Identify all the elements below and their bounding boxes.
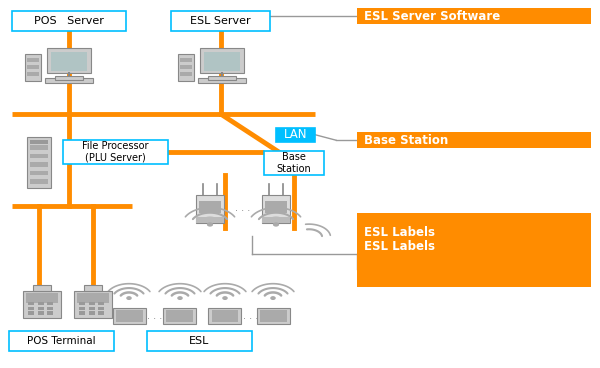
FancyBboxPatch shape xyxy=(357,8,591,24)
FancyBboxPatch shape xyxy=(262,195,290,223)
FancyBboxPatch shape xyxy=(180,58,192,62)
FancyBboxPatch shape xyxy=(260,310,287,322)
FancyBboxPatch shape xyxy=(276,128,315,142)
FancyBboxPatch shape xyxy=(357,213,591,287)
Text: ESL Labels: ESL Labels xyxy=(364,226,435,239)
FancyBboxPatch shape xyxy=(178,54,194,81)
FancyBboxPatch shape xyxy=(28,307,34,310)
FancyBboxPatch shape xyxy=(180,72,192,76)
FancyBboxPatch shape xyxy=(199,78,245,83)
FancyBboxPatch shape xyxy=(63,140,168,164)
Circle shape xyxy=(223,297,227,299)
FancyBboxPatch shape xyxy=(79,302,85,305)
FancyBboxPatch shape xyxy=(47,307,53,310)
FancyBboxPatch shape xyxy=(29,145,49,150)
FancyBboxPatch shape xyxy=(115,310,143,322)
FancyBboxPatch shape xyxy=(171,11,270,31)
FancyBboxPatch shape xyxy=(77,293,109,303)
FancyBboxPatch shape xyxy=(199,201,221,213)
Text: LAN: LAN xyxy=(284,128,307,141)
FancyBboxPatch shape xyxy=(113,308,146,324)
FancyBboxPatch shape xyxy=(163,308,196,324)
FancyBboxPatch shape xyxy=(209,308,241,324)
Circle shape xyxy=(271,297,275,299)
FancyBboxPatch shape xyxy=(147,331,252,351)
Circle shape xyxy=(208,223,212,226)
Text: Base Station: Base Station xyxy=(364,134,448,147)
Text: File Processor
(PLU Server): File Processor (PLU Server) xyxy=(82,141,149,163)
FancyBboxPatch shape xyxy=(9,331,114,351)
FancyBboxPatch shape xyxy=(166,310,193,322)
FancyBboxPatch shape xyxy=(26,293,58,303)
FancyBboxPatch shape xyxy=(257,308,290,324)
Text: ESL Server: ESL Server xyxy=(190,16,251,26)
FancyBboxPatch shape xyxy=(264,151,324,175)
FancyBboxPatch shape xyxy=(79,311,85,315)
FancyBboxPatch shape xyxy=(38,307,44,310)
FancyBboxPatch shape xyxy=(38,302,44,305)
FancyBboxPatch shape xyxy=(23,291,61,318)
Text: . . .: . . . xyxy=(147,311,163,322)
FancyBboxPatch shape xyxy=(196,195,224,223)
FancyBboxPatch shape xyxy=(27,72,39,76)
FancyBboxPatch shape xyxy=(98,307,104,310)
Circle shape xyxy=(127,297,131,299)
FancyBboxPatch shape xyxy=(46,78,92,83)
FancyBboxPatch shape xyxy=(79,307,85,310)
FancyBboxPatch shape xyxy=(27,137,51,188)
FancyBboxPatch shape xyxy=(29,140,49,144)
FancyBboxPatch shape xyxy=(357,132,591,148)
FancyBboxPatch shape xyxy=(180,65,192,69)
Text: POS   Server: POS Server xyxy=(34,16,104,26)
FancyBboxPatch shape xyxy=(89,307,95,310)
FancyBboxPatch shape xyxy=(27,65,39,69)
FancyBboxPatch shape xyxy=(27,58,39,62)
FancyBboxPatch shape xyxy=(33,285,51,291)
FancyBboxPatch shape xyxy=(29,154,49,158)
FancyBboxPatch shape xyxy=(262,217,290,223)
FancyBboxPatch shape xyxy=(98,311,104,315)
FancyBboxPatch shape xyxy=(89,311,95,315)
FancyBboxPatch shape xyxy=(74,291,112,318)
FancyBboxPatch shape xyxy=(29,162,49,167)
FancyBboxPatch shape xyxy=(12,11,126,31)
FancyBboxPatch shape xyxy=(47,311,53,315)
FancyBboxPatch shape xyxy=(29,171,49,175)
Text: . . .: . . . xyxy=(243,311,259,322)
FancyBboxPatch shape xyxy=(38,311,44,315)
FancyBboxPatch shape xyxy=(84,285,102,291)
FancyBboxPatch shape xyxy=(265,201,287,213)
FancyBboxPatch shape xyxy=(196,217,224,223)
FancyBboxPatch shape xyxy=(25,54,41,81)
Text: ESL Labels: ESL Labels xyxy=(364,240,435,253)
Text: . . .: . . . xyxy=(235,203,251,213)
FancyBboxPatch shape xyxy=(28,302,34,305)
Circle shape xyxy=(178,297,182,299)
FancyBboxPatch shape xyxy=(208,76,236,80)
Circle shape xyxy=(274,223,278,226)
FancyBboxPatch shape xyxy=(98,302,104,305)
Text: Base
Station: Base Station xyxy=(277,152,311,174)
FancyBboxPatch shape xyxy=(200,48,244,73)
FancyBboxPatch shape xyxy=(47,48,91,73)
FancyBboxPatch shape xyxy=(55,76,83,80)
Text: POS Terminal: POS Terminal xyxy=(27,336,96,346)
Text: ESL Server Software: ESL Server Software xyxy=(364,10,500,23)
FancyBboxPatch shape xyxy=(204,52,240,71)
FancyBboxPatch shape xyxy=(28,311,34,315)
Text: ESL: ESL xyxy=(190,336,209,346)
FancyBboxPatch shape xyxy=(47,302,53,305)
FancyBboxPatch shape xyxy=(51,52,87,71)
FancyBboxPatch shape xyxy=(212,310,238,322)
FancyBboxPatch shape xyxy=(29,179,49,184)
FancyBboxPatch shape xyxy=(89,302,95,305)
